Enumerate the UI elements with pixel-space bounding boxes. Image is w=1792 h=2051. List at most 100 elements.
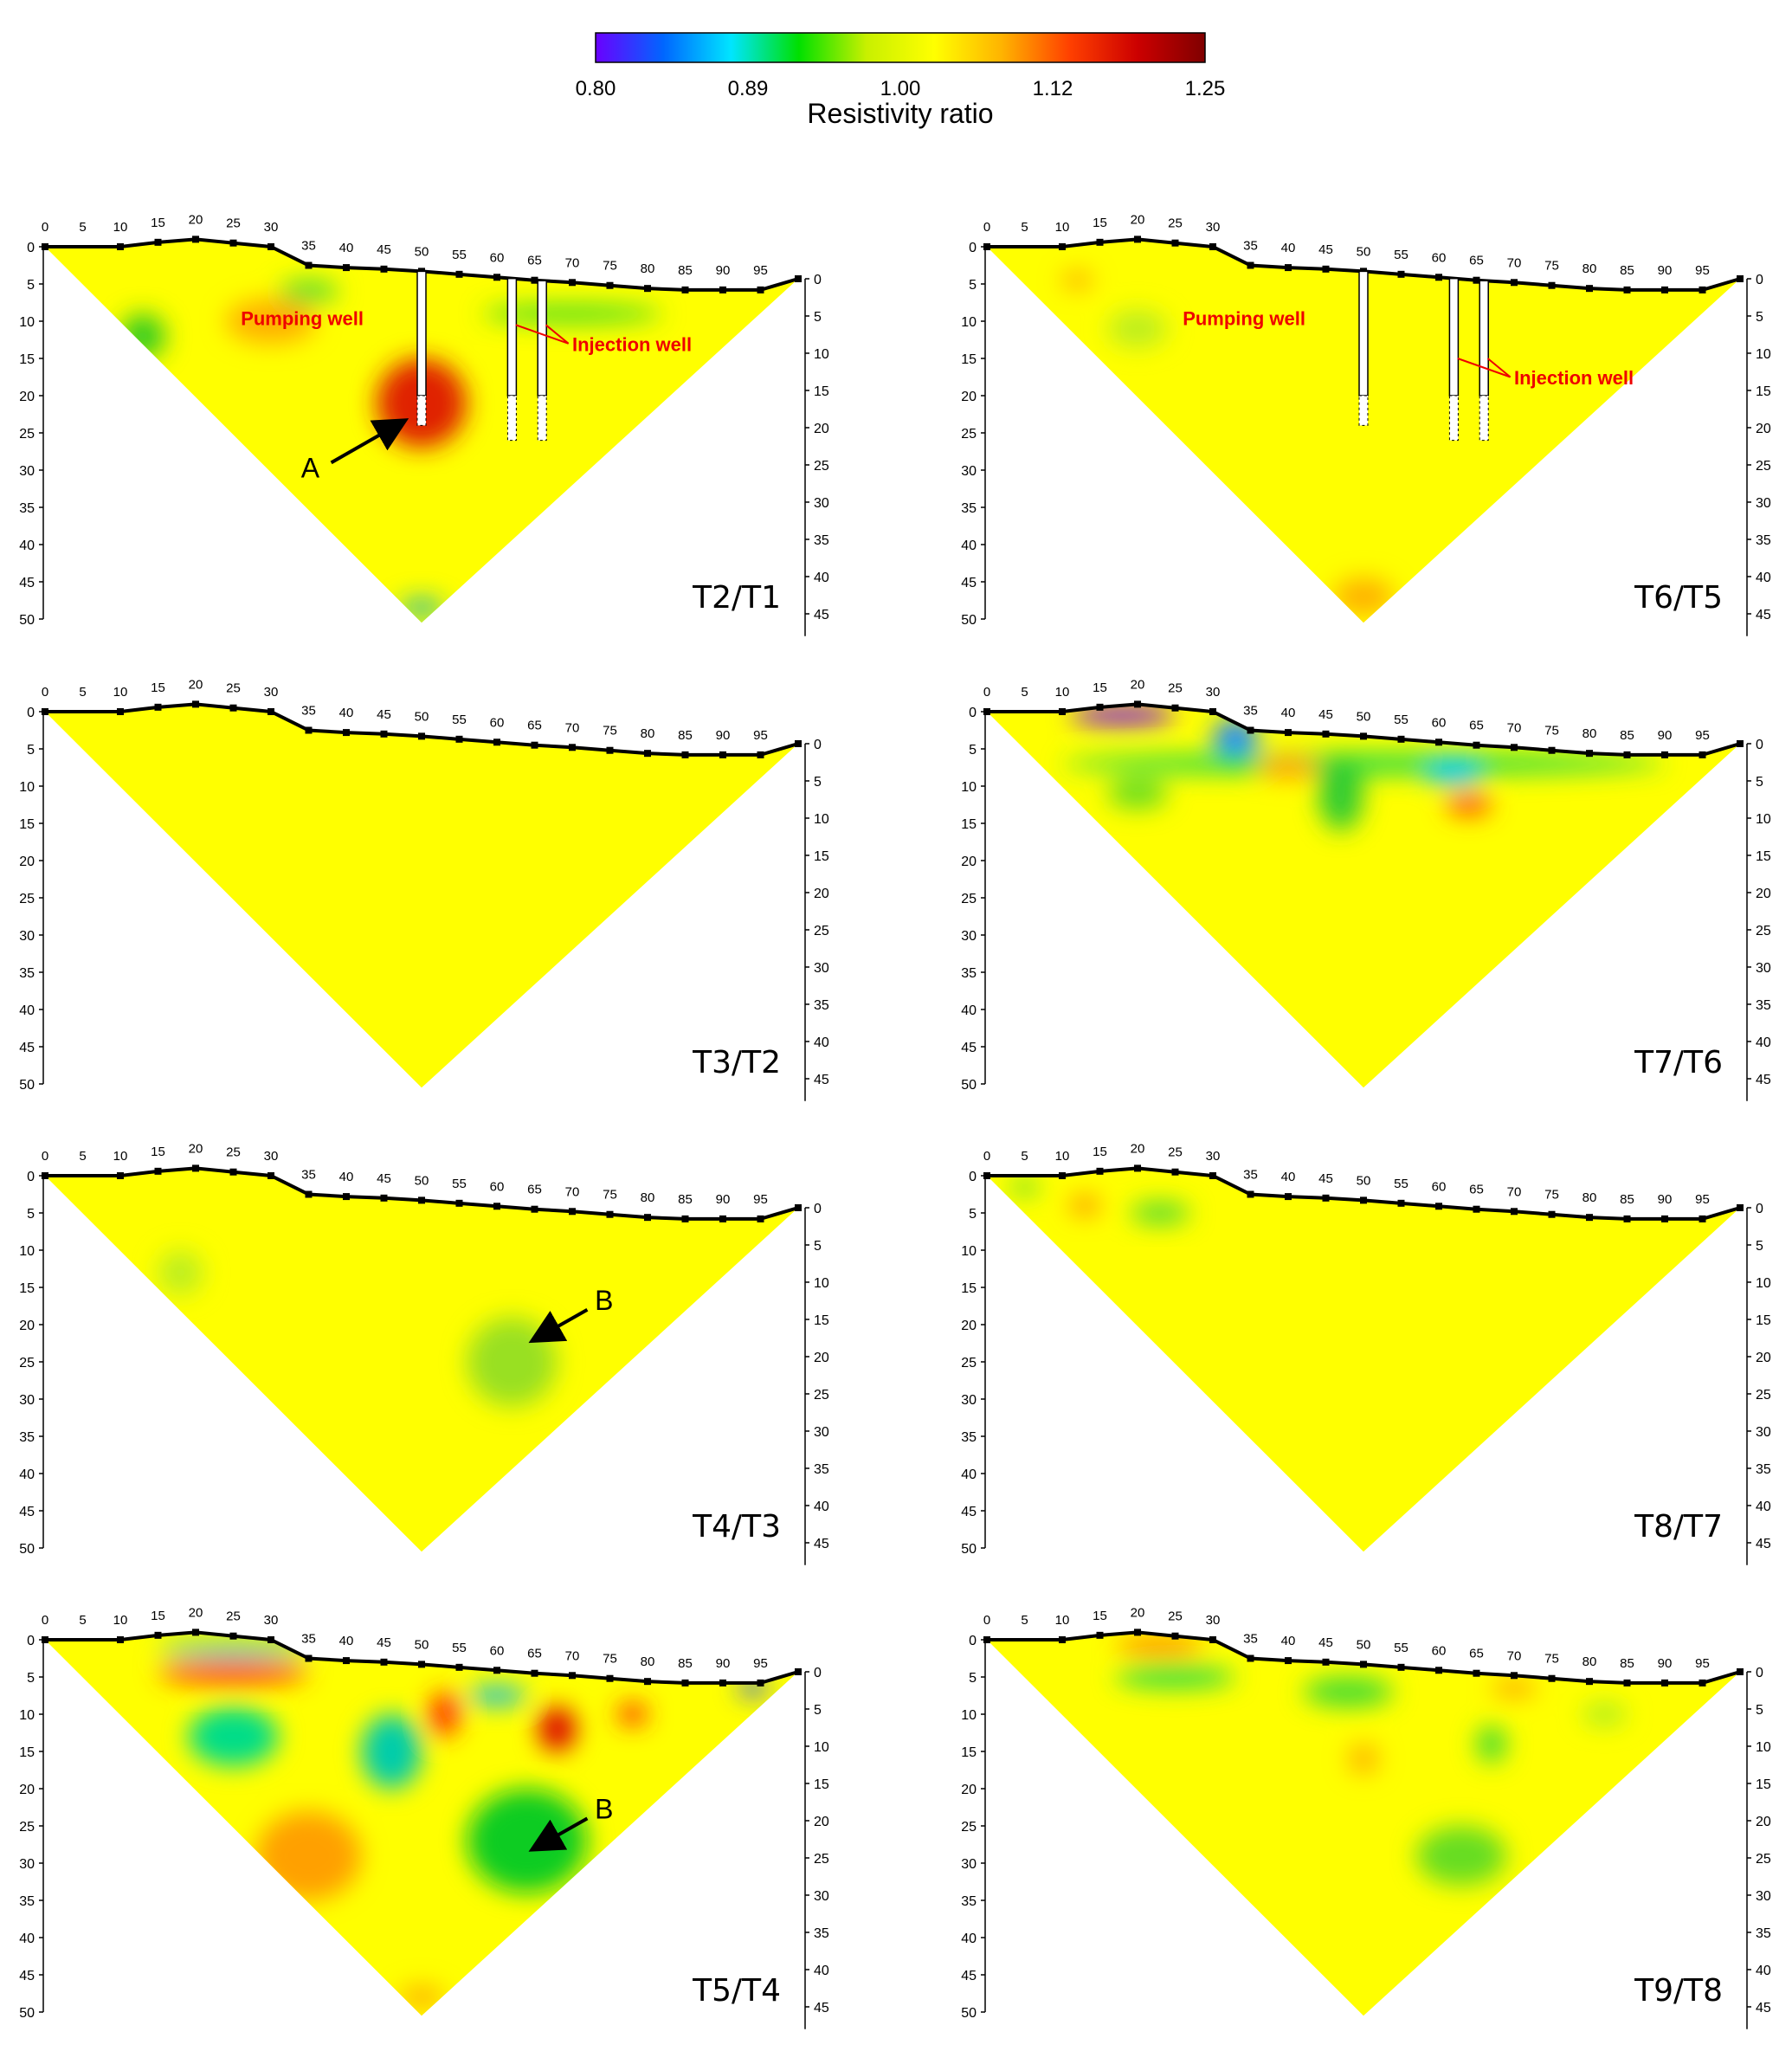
top-axis-tick: 65 xyxy=(527,719,542,733)
resistivity-anomaly xyxy=(467,1317,558,1407)
right-axis-tick: 0 xyxy=(814,738,822,752)
right-axis-tick: 15 xyxy=(1756,1777,1771,1792)
left-axis-tick: 5 xyxy=(27,1207,35,1222)
electrode-marker xyxy=(1209,243,1216,250)
right-axis-tick: 30 xyxy=(1756,496,1771,511)
top-axis-tick: 50 xyxy=(415,1173,429,1188)
top-axis-tick: 75 xyxy=(603,724,617,738)
resistivity-anomaly xyxy=(1415,1826,1507,1886)
top-axis-tick: 20 xyxy=(189,1141,203,1156)
top-axis-tick: 80 xyxy=(641,1190,655,1205)
electrode-marker xyxy=(1285,264,1292,272)
right-axis-tick: 5 xyxy=(814,310,822,325)
top-axis-tick: 75 xyxy=(603,1188,617,1203)
right-axis-tick: 15 xyxy=(814,849,829,864)
top-axis-tick: 0 xyxy=(42,220,48,235)
electrode-marker xyxy=(795,1203,802,1211)
top-axis-tick: 10 xyxy=(1055,1149,1070,1164)
electrode-marker xyxy=(1360,1196,1367,1204)
electrode-marker xyxy=(1473,276,1480,284)
top-axis-tick: 25 xyxy=(226,1609,241,1624)
right-axis-tick: 40 xyxy=(1756,1964,1771,1978)
top-axis-tick: 15 xyxy=(151,680,165,695)
left-axis-tick: 35 xyxy=(19,501,35,516)
electrode-marker xyxy=(380,265,388,273)
resistivity-anomaly xyxy=(1446,793,1492,816)
electrode-marker xyxy=(1285,1193,1292,1201)
left-axis-tick: 45 xyxy=(961,1969,977,1983)
electrode-marker xyxy=(1661,1215,1668,1222)
surface-line xyxy=(987,1630,1741,1685)
top-axis-tick: 65 xyxy=(527,1183,542,1197)
electrode-marker xyxy=(1586,750,1593,758)
left-axis-tick: 5 xyxy=(27,1671,35,1686)
top-axis-tick: 10 xyxy=(1055,220,1070,235)
right-axis-tick: 35 xyxy=(814,998,829,1013)
top-axis-tick: 85 xyxy=(1620,728,1634,743)
top-axis-tick: 70 xyxy=(565,1648,580,1663)
electrode-marker xyxy=(531,741,538,749)
right-axis-tick: 30 xyxy=(814,496,829,511)
well-casing xyxy=(1448,277,1460,397)
left-axis-tick: 0 xyxy=(969,1634,977,1648)
electrode-marker xyxy=(1737,1667,1744,1675)
right-axis-tick: 0 xyxy=(1756,273,1763,287)
electrode-marker xyxy=(154,238,162,246)
electrode-marker xyxy=(757,1215,764,1222)
left-axis-tick: 35 xyxy=(961,1894,977,1909)
right-axis-tick: 35 xyxy=(1756,1926,1771,1941)
top-axis-tick: 75 xyxy=(603,1652,617,1667)
resistivity-anomaly xyxy=(1114,1641,1206,1654)
electrode-marker xyxy=(1511,279,1518,287)
left-axis-tick: 40 xyxy=(961,1932,977,1946)
right-axis-tick: 35 xyxy=(1756,998,1771,1013)
top-axis-tick: 10 xyxy=(113,1149,128,1164)
resistivity-anomaly xyxy=(158,1661,309,1685)
resistivity-anomaly xyxy=(120,313,166,359)
well-casing xyxy=(537,280,547,397)
top-axis-tick: 85 xyxy=(678,263,693,278)
right-axis-tick: 40 xyxy=(814,571,829,585)
resistivity-anomaly xyxy=(617,1703,648,1725)
colorbar-tick: 1.25 xyxy=(1185,77,1226,100)
section-fill xyxy=(987,1168,1740,1552)
electrode-marker xyxy=(1661,1679,1668,1687)
electrode-marker xyxy=(1247,726,1254,734)
left-axis-tick: 10 xyxy=(19,780,35,795)
top-axis-tick: 50 xyxy=(415,709,429,724)
top-axis-tick: 65 xyxy=(1469,719,1484,733)
top-axis-tick: 75 xyxy=(1544,1652,1559,1667)
electrode-marker xyxy=(1699,751,1706,758)
top-axis-tick: 45 xyxy=(377,1635,391,1650)
left-axis-tick: 45 xyxy=(19,1041,35,1055)
panel-label: T5/T4 xyxy=(692,1973,781,2009)
electrode-marker xyxy=(1360,1661,1367,1668)
electrode-marker xyxy=(455,1663,463,1671)
top-axis-tick: 0 xyxy=(983,1613,990,1628)
top-axis-tick: 65 xyxy=(527,254,542,268)
resistivity-anomaly xyxy=(1318,756,1363,831)
marker-b-label: B xyxy=(595,1793,613,1824)
colorbar-tick: 1.12 xyxy=(1033,77,1073,100)
left-axis-tick: 40 xyxy=(19,1003,35,1018)
top-axis-tick: 35 xyxy=(1243,1168,1258,1183)
electrode-marker xyxy=(1586,1214,1593,1222)
left-axis-tick: 0 xyxy=(969,1170,977,1184)
electrode-marker xyxy=(380,1194,388,1202)
electrode-marker xyxy=(493,1203,500,1210)
top-axis-tick: 40 xyxy=(1281,241,1296,255)
left-axis-tick: 15 xyxy=(961,352,977,367)
top-axis-tick: 20 xyxy=(1131,1141,1145,1156)
top-axis-tick: 95 xyxy=(753,1656,768,1671)
resistivity-anomaly xyxy=(158,1250,203,1295)
top-axis-tick: 40 xyxy=(339,241,354,255)
resistivity-anomaly xyxy=(158,1643,309,1659)
left-axis-tick: 0 xyxy=(27,1634,35,1648)
electrode-marker xyxy=(455,270,463,278)
top-axis-tick: 5 xyxy=(1021,220,1028,235)
top-axis-tick: 20 xyxy=(1131,212,1145,227)
electrode-marker xyxy=(268,243,274,250)
electrode-marker xyxy=(1397,1663,1405,1671)
left-axis-tick: 0 xyxy=(27,241,35,255)
top-axis-tick: 35 xyxy=(1243,239,1258,254)
